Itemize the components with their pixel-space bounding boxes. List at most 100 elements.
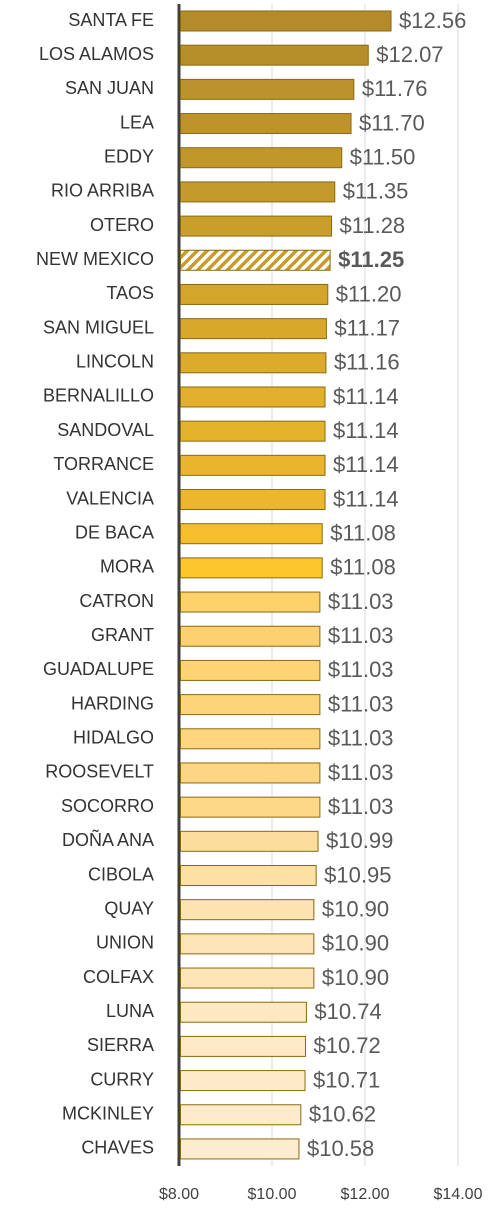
category-label: DE BACA — [75, 522, 154, 542]
value-label: $10.62 — [309, 1102, 376, 1127]
category-label: SAN JUAN — [65, 78, 154, 98]
value-label: $12.56 — [399, 8, 466, 33]
category-label: SANDOVAL — [57, 420, 154, 440]
value-label: $11.20 — [336, 281, 402, 306]
category-label: TAOS — [106, 283, 154, 303]
category-label: CHAVES — [81, 1138, 154, 1158]
bar — [180, 1070, 306, 1092]
category-label: LOS ALAMOS — [39, 44, 154, 64]
category-label: MCKINLEY — [62, 1104, 154, 1124]
bar — [180, 318, 327, 340]
value-label: $10.74 — [314, 999, 381, 1024]
category-label: QUAY — [104, 898, 154, 918]
category-label: SANTA FE — [68, 10, 154, 30]
bar — [180, 796, 321, 818]
bar — [180, 215, 333, 237]
value-label: $11.03 — [328, 691, 394, 716]
x-tick-label: $12.00 — [341, 1186, 390, 1203]
bar — [180, 933, 315, 955]
bar — [180, 728, 321, 750]
value-label: $10.90 — [322, 896, 389, 921]
value-label: $11.70 — [359, 110, 425, 135]
category-label: HIDALGO — [73, 728, 154, 748]
value-label: $11.03 — [328, 794, 394, 819]
bar — [180, 762, 321, 784]
bar — [180, 899, 315, 921]
category-label: TORRANCE — [53, 454, 154, 474]
value-label: $11.03 — [328, 623, 394, 648]
category-label: CIBOLA — [88, 864, 154, 884]
value-label: $11.25 — [338, 247, 404, 272]
bar — [180, 1138, 300, 1160]
value-label: $10.95 — [324, 862, 391, 887]
bar — [180, 830, 319, 852]
category-label: UNION — [96, 933, 154, 953]
category-label: MORA — [100, 557, 154, 577]
value-label: $11.08 — [330, 555, 396, 580]
bar — [180, 1001, 307, 1023]
bar — [180, 489, 326, 511]
bar — [180, 113, 352, 135]
bar — [180, 454, 326, 476]
bar — [180, 523, 323, 545]
value-label: $11.03 — [328, 760, 394, 785]
bar — [180, 967, 315, 989]
bar — [180, 181, 336, 203]
bar — [180, 352, 327, 374]
value-label: $11.50 — [350, 145, 416, 170]
category-label: SAN MIGUEL — [43, 317, 154, 337]
value-label: $11.03 — [328, 589, 394, 614]
value-label: $12.07 — [376, 42, 443, 67]
category-label: OTERO — [90, 215, 154, 235]
category-label: BERNALILLO — [43, 386, 154, 406]
bar — [180, 1035, 306, 1057]
bar — [180, 625, 321, 647]
bar — [180, 249, 331, 271]
category-label: VALENCIA — [66, 488, 154, 508]
bar — [180, 694, 321, 716]
value-label: $11.14 — [333, 486, 399, 511]
value-label: $11.03 — [328, 657, 394, 682]
category-label: HARDING — [71, 693, 154, 713]
bar — [180, 78, 355, 100]
value-label: $10.58 — [307, 1136, 374, 1161]
value-label: $11.08 — [330, 521, 396, 546]
value-label: $11.76 — [362, 76, 428, 101]
bar — [180, 659, 321, 681]
category-label: COLFAX — [83, 967, 154, 987]
category-label: EDDY — [104, 146, 154, 166]
bar — [180, 283, 329, 305]
bar — [180, 1104, 302, 1126]
category-label: GRANT — [91, 625, 154, 645]
category-label: ROOSEVELT — [45, 762, 154, 782]
category-label: LUNA — [106, 1001, 154, 1021]
value-label: $10.90 — [322, 965, 389, 990]
bar — [180, 44, 369, 66]
bar — [180, 557, 323, 579]
category-label: DOÑA ANA — [62, 829, 154, 850]
bar — [180, 147, 343, 169]
category-label: SIERRA — [87, 1035, 154, 1055]
category-label: SOCORRO — [61, 796, 154, 816]
category-label: RIO ARRIBA — [51, 181, 154, 201]
category-label: CURRY — [90, 1069, 154, 1089]
bar — [180, 420, 326, 442]
x-tick-label: $8.00 — [159, 1186, 199, 1203]
value-label: $11.28 — [340, 213, 406, 238]
bar — [180, 865, 317, 886]
value-label: $11.17 — [334, 315, 400, 340]
value-label: $10.99 — [326, 828, 393, 853]
value-label: $11.14 — [333, 418, 399, 443]
value-label: $11.14 — [333, 452, 399, 477]
category-label: GUADALUPE — [43, 659, 154, 679]
x-tick-label: $14.00 — [434, 1186, 483, 1203]
category-label: NEW MEXICO — [36, 249, 154, 269]
value-label: $10.71 — [313, 1067, 380, 1092]
bar — [180, 386, 326, 408]
category-label: CATRON — [79, 591, 154, 611]
x-tick-label: $10.00 — [248, 1186, 297, 1203]
value-label: $11.35 — [343, 179, 409, 204]
bar — [180, 10, 392, 32]
value-label: $10.90 — [322, 931, 389, 956]
